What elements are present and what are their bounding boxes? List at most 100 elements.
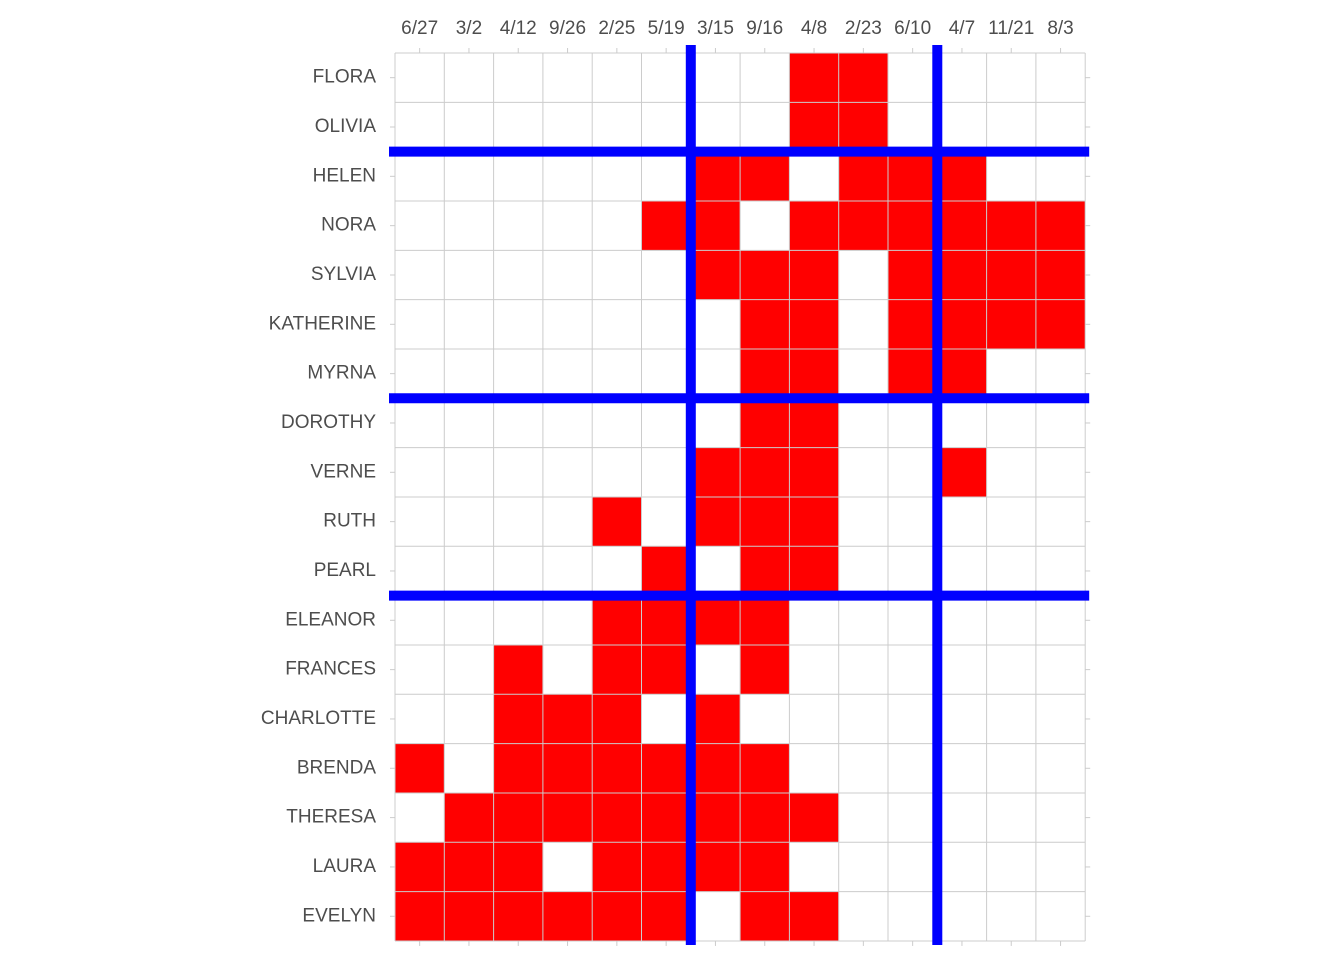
heatmap-cell [690, 299, 741, 349]
heatmap-cell [592, 299, 642, 349]
heatmap-cell [493, 891, 543, 941]
heatmap-cell [838, 447, 888, 497]
y-axis-labels: FLORA OLIVIA HELEN NORA SYLVIA KATHERINE MYRNA… [261, 67, 376, 927]
heatmap-cell [937, 53, 987, 103]
heatmap-cell [542, 694, 593, 744]
heatmap-cell [395, 694, 445, 744]
heatmap-cell [1035, 348, 1086, 399]
heatmap-cell [937, 348, 987, 399]
heatmap-cell [641, 595, 691, 645]
heatmap-cell [444, 250, 494, 300]
heatmap-cell [888, 891, 938, 941]
heatmap-cell [937, 398, 987, 448]
heatmap-cell [444, 842, 494, 892]
heatmap-cell [493, 102, 543, 152]
x-tick-label: 9/16 [746, 18, 783, 39]
heatmap-cell [592, 694, 642, 744]
heatmap-cell [740, 546, 790, 596]
heatmap-cell [888, 200, 938, 251]
heatmap-cell [740, 792, 790, 843]
heatmap-cell [542, 151, 593, 201]
heatmap-cell [444, 792, 494, 843]
heatmap-cell [444, 496, 494, 547]
heatmap-cell [986, 546, 1036, 596]
heatmap-cell [444, 151, 494, 201]
heatmap-cell [592, 842, 642, 892]
heatmap-cell [493, 348, 543, 399]
heatmap-cell [888, 447, 938, 497]
heatmap-cell [592, 546, 642, 596]
heatmap-cell [493, 151, 543, 201]
heatmap-cell [986, 250, 1036, 300]
x-tick-label: 2/23 [845, 18, 882, 39]
heatmap-cell [493, 53, 543, 103]
heatmap-cell [1035, 53, 1086, 103]
heatmap-cell [641, 102, 691, 152]
heatmap-cell [986, 842, 1036, 892]
heatmap-cell [444, 891, 494, 941]
heatmap-cell [542, 842, 593, 892]
heatmap-cell [641, 546, 691, 596]
heatmap-cell [1035, 792, 1086, 843]
heatmap-cell [542, 595, 593, 645]
heatmap-cell [838, 595, 888, 645]
heatmap-cell [740, 743, 790, 793]
x-tick-label: 4/8 [801, 18, 827, 39]
heatmap-cell [937, 694, 987, 744]
heatmap-cell [740, 348, 790, 399]
heatmap-cell [740, 496, 790, 547]
heatmap-cell [444, 200, 494, 251]
heatmap-cell [789, 496, 839, 547]
heatmap-cell [888, 348, 938, 399]
x-tick-label: 3/15 [697, 18, 734, 39]
heatmap-cell [592, 447, 642, 497]
heatmap-cell [789, 299, 839, 349]
x-axis-labels: 6/27 3/2 4/12 9/26 2/25 5/19 3/15 9/16 4/8 2/23 6/… [401, 18, 1074, 39]
heatmap-cell [937, 842, 987, 892]
heatmap-cell [690, 496, 741, 547]
heatmap-cell [986, 644, 1036, 695]
heatmap-cell [740, 447, 790, 497]
heatmap-cell [740, 891, 790, 941]
heatmap-cell [740, 200, 790, 251]
heatmap-cell [838, 102, 888, 152]
heatmap-cell [690, 348, 741, 399]
heatmap-cell [789, 743, 839, 793]
heatmap-cell [493, 792, 543, 843]
heatmap-cell [838, 891, 888, 941]
heatmap-cell [740, 299, 790, 349]
x-tick-label: 4/12 [500, 18, 537, 39]
heatmap-cell [1035, 398, 1086, 448]
heatmap-cell [986, 53, 1036, 103]
heatmap-cell [542, 447, 593, 497]
heatmap-cell [690, 792, 741, 843]
heatmap-cell [444, 694, 494, 744]
heatmap-cell [395, 200, 445, 251]
heatmap-cell [444, 447, 494, 497]
heatmap-cell [937, 595, 987, 645]
heatmap-cell [888, 151, 938, 201]
heatmap-cell [493, 200, 543, 251]
heatmap-cell [789, 398, 839, 448]
heatmap-cell [1035, 496, 1086, 547]
heatmap-cell [740, 151, 790, 201]
heatmap-cell [740, 842, 790, 892]
y-tick-label: PEARL [314, 560, 376, 581]
heatmap-cell [888, 842, 938, 892]
heatmap-cell [1035, 842, 1086, 892]
y-tick-label: FRANCES [285, 659, 376, 680]
heatmap-cell [740, 398, 790, 448]
y-tick-label: ELEANOR [285, 609, 376, 630]
heatmap-cell [838, 546, 888, 596]
heatmap-cell [888, 398, 938, 448]
x-tick-label: 6/10 [894, 18, 931, 39]
y-tick-label: LAURA [313, 856, 377, 877]
heatmap-cell [888, 53, 938, 103]
heatmap-cell [493, 694, 543, 744]
y-tick-label: EVELYN [302, 905, 376, 926]
heatmap-cell [986, 447, 1036, 497]
heatmap-cell [986, 200, 1036, 251]
heatmap-cell [641, 447, 691, 497]
heatmap-cell [592, 891, 642, 941]
